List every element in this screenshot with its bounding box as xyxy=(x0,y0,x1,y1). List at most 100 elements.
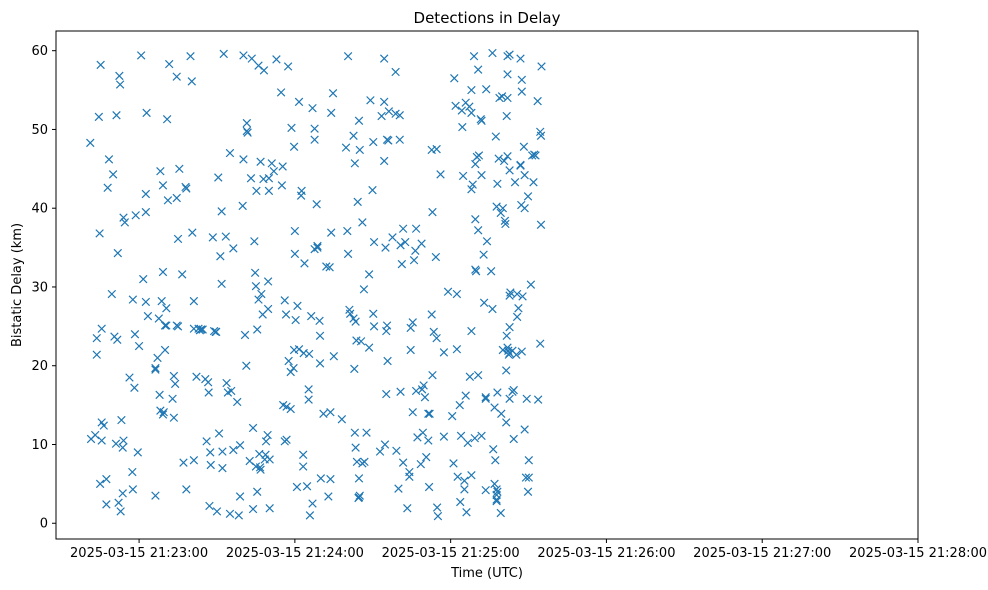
data-point xyxy=(125,373,134,382)
data-point xyxy=(498,203,508,213)
data-point xyxy=(479,250,488,259)
data-point xyxy=(345,309,355,318)
data-point xyxy=(503,93,512,103)
data-point xyxy=(533,395,543,404)
data-point xyxy=(366,96,375,105)
data-point xyxy=(420,393,430,402)
data-point xyxy=(523,192,533,201)
data-point xyxy=(222,378,231,388)
data-point xyxy=(128,467,137,477)
x-tick-label: 2025-03-15 21:25:00 xyxy=(382,546,520,561)
data-point xyxy=(458,122,467,132)
data-point xyxy=(359,285,369,294)
data-point xyxy=(350,428,360,437)
data-point xyxy=(536,339,545,348)
data-point xyxy=(189,456,199,465)
data-point xyxy=(177,270,187,279)
data-point xyxy=(501,366,511,375)
data-point xyxy=(143,311,153,321)
data-point xyxy=(242,361,251,370)
data-point xyxy=(524,456,534,465)
data-point xyxy=(163,196,173,205)
data-point xyxy=(225,509,235,519)
data-point xyxy=(452,289,462,299)
data-point xyxy=(520,170,529,180)
data-point xyxy=(408,407,417,417)
data-point xyxy=(411,246,420,255)
data-point xyxy=(151,363,160,373)
x-axis-label: Time (UTC) xyxy=(450,566,523,581)
data-point xyxy=(418,428,428,437)
data-point xyxy=(216,252,225,261)
data-point xyxy=(486,266,496,276)
data-point xyxy=(158,181,168,190)
data-point xyxy=(282,402,291,411)
data-point xyxy=(300,259,309,268)
data-point xyxy=(134,341,144,351)
data-point xyxy=(477,431,486,441)
data-point xyxy=(471,266,481,276)
plot-area-frame xyxy=(55,30,919,540)
data-point xyxy=(206,448,215,457)
data-point xyxy=(206,460,215,470)
data-point xyxy=(248,423,258,433)
data-point xyxy=(396,387,405,396)
data-point xyxy=(283,62,293,71)
data-point xyxy=(384,136,393,145)
data-point xyxy=(481,393,490,402)
data-point xyxy=(467,85,476,95)
data-point xyxy=(481,394,490,404)
x-tick-label: 2025-03-15 21:28:00 xyxy=(849,546,987,561)
data-point xyxy=(364,343,374,352)
data-point xyxy=(141,189,151,199)
data-point xyxy=(313,243,322,252)
data-point xyxy=(343,51,353,61)
data-point xyxy=(136,51,146,60)
data-point xyxy=(493,388,502,397)
data-point xyxy=(447,411,457,421)
data-point xyxy=(189,296,199,306)
data-point xyxy=(290,249,300,259)
data-point xyxy=(474,151,484,160)
y-tick-label: 40 xyxy=(31,202,48,217)
data-point xyxy=(280,296,289,305)
data-point xyxy=(102,500,111,509)
data-point xyxy=(460,485,469,494)
data-point xyxy=(162,304,171,313)
data-point xyxy=(310,135,319,144)
data-point xyxy=(517,347,527,356)
data-point xyxy=(436,170,445,179)
data-point xyxy=(255,463,265,472)
data-point xyxy=(315,316,324,326)
data-point xyxy=(356,337,366,346)
data-point xyxy=(326,474,335,484)
data-point xyxy=(519,142,529,152)
data-point xyxy=(234,511,244,520)
data-point xyxy=(307,311,316,321)
data-point xyxy=(328,88,338,98)
data-point xyxy=(128,295,138,304)
data-point xyxy=(512,312,522,322)
data-point xyxy=(281,310,291,319)
data-point xyxy=(264,174,274,183)
data-point xyxy=(477,116,486,126)
data-point xyxy=(531,151,540,160)
data-point xyxy=(233,397,242,407)
data-point xyxy=(92,350,101,359)
data-point xyxy=(248,504,258,514)
data-point xyxy=(267,159,276,168)
data-point xyxy=(496,208,505,218)
chart-title: Detections in Delay xyxy=(414,9,561,27)
data-point xyxy=(256,157,265,166)
data-point xyxy=(517,75,527,85)
data-point xyxy=(304,395,313,404)
data-point xyxy=(192,372,201,381)
data-point xyxy=(369,237,379,247)
data-point xyxy=(113,248,123,258)
data-point xyxy=(112,111,121,120)
data-point xyxy=(377,111,386,121)
data-point xyxy=(182,485,191,494)
data-point xyxy=(358,218,367,227)
data-point xyxy=(449,459,458,468)
data-point xyxy=(379,156,389,166)
